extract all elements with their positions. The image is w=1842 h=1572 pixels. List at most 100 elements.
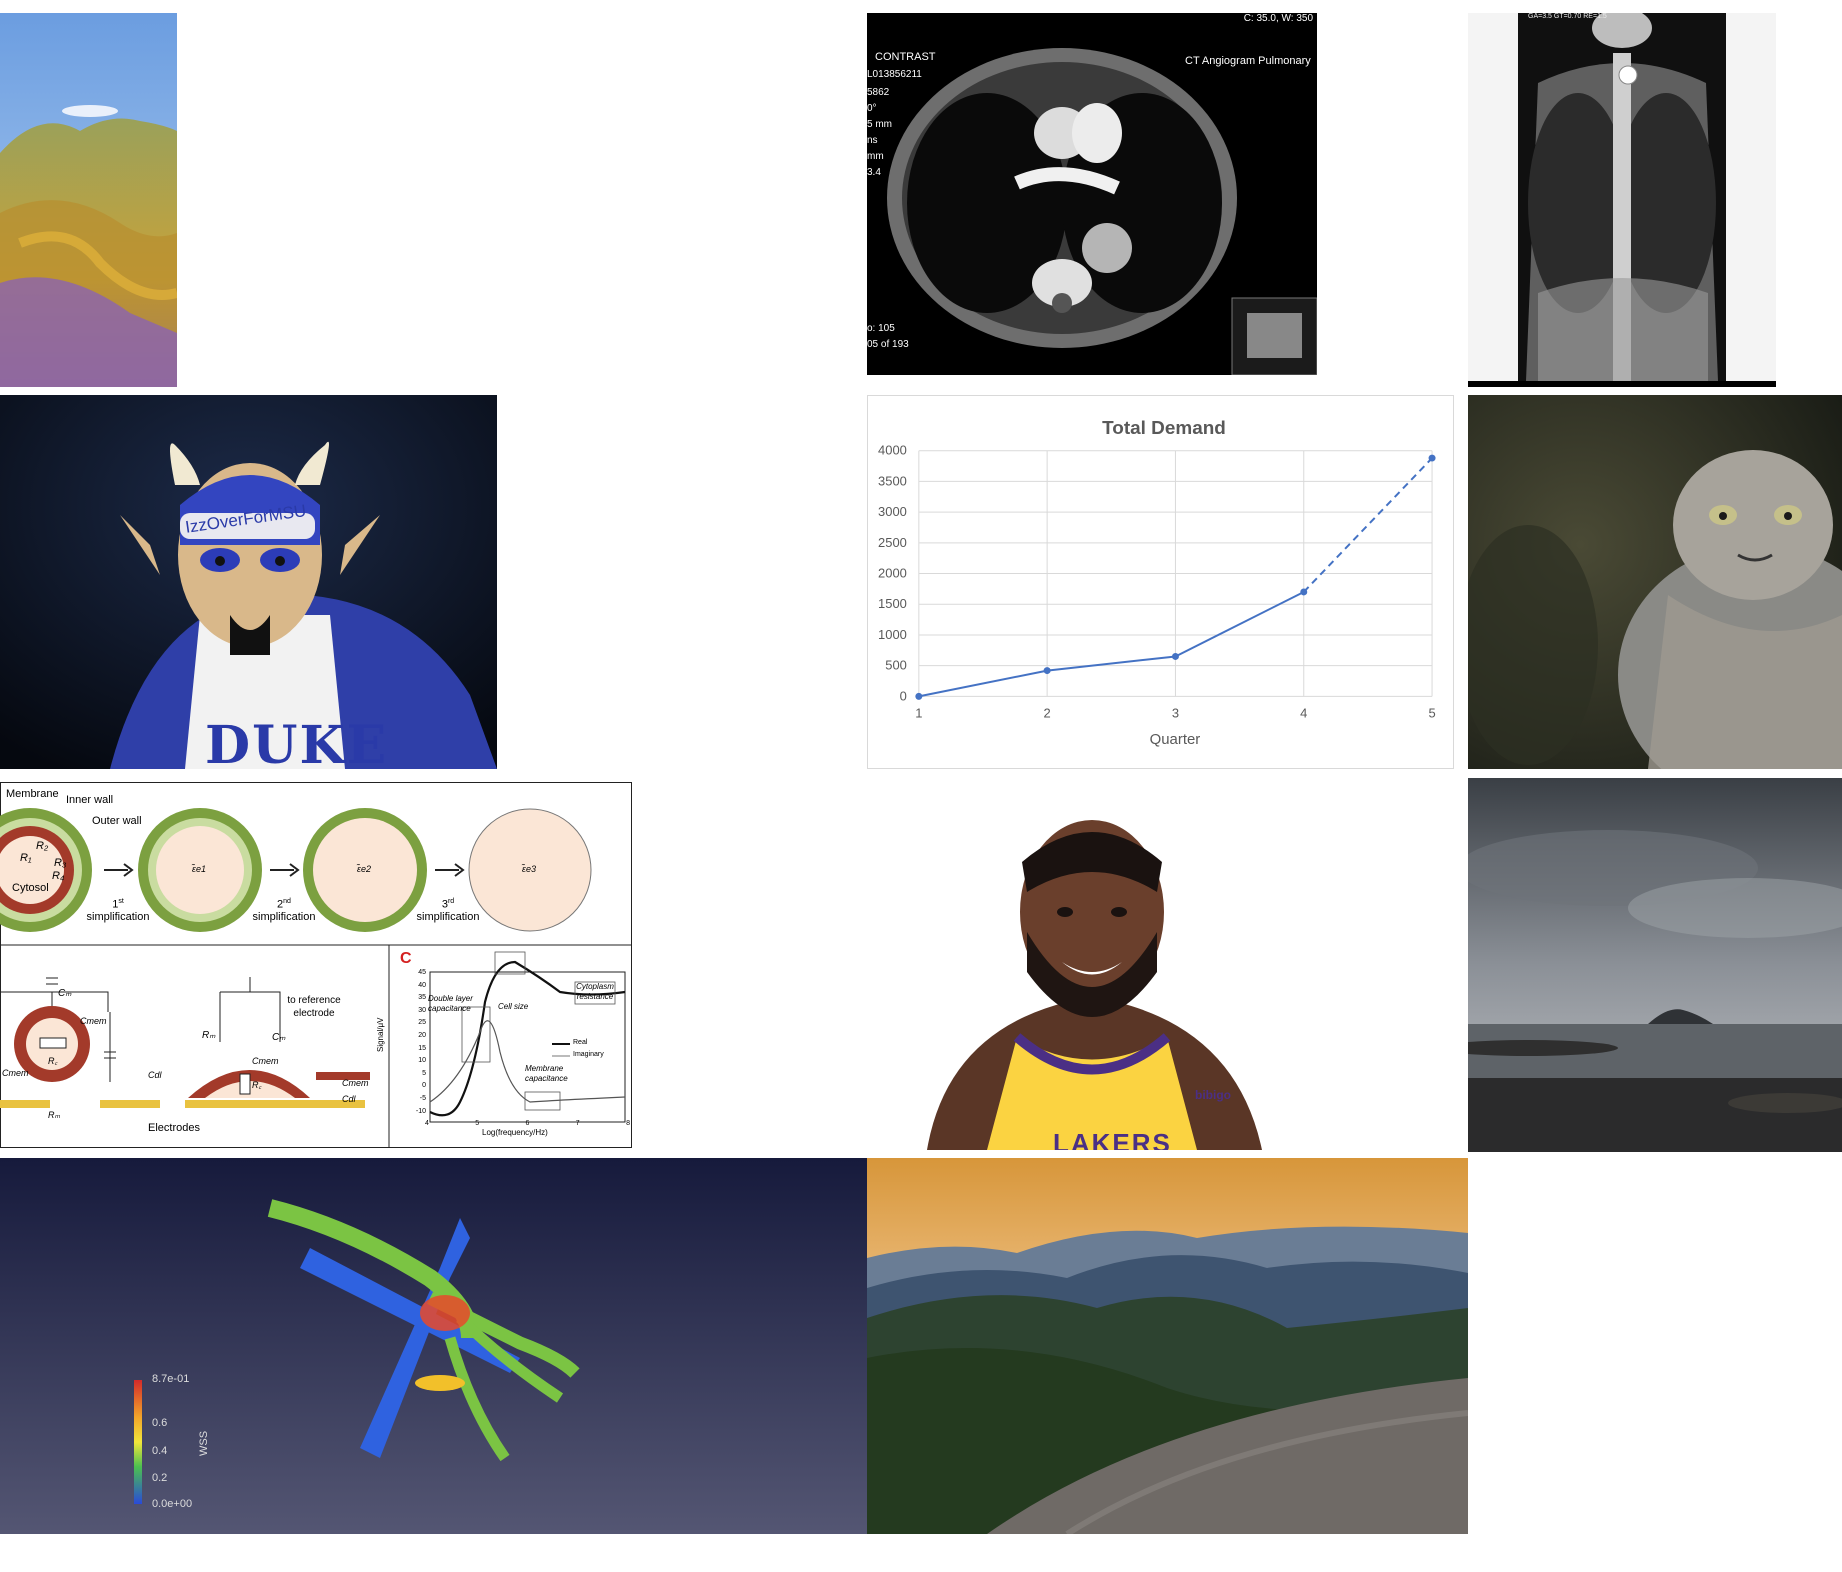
y-tick: -5 <box>419 1094 426 1102</box>
label-inner-wall: Inner wall <box>66 794 114 806</box>
ct-label: mm <box>867 151 884 162</box>
colorbar-title: WSS <box>198 1430 210 1456</box>
step-number: 3 <box>441 898 448 911</box>
y-tick: 40 <box>418 981 426 989</box>
ct-label: 5862 <box>867 87 890 98</box>
y-tick: -10 <box>415 1107 426 1115</box>
label-rm: Rₘ <box>202 1030 216 1041</box>
label-r2: R₂ <box>36 840 49 852</box>
chart-x-ticks: 1 2 3 4 5 <box>915 705 1435 720</box>
mascot-jersey-text: DUKE <box>205 715 389 769</box>
label-cytosol: Cytosol <box>12 882 49 894</box>
label-cmem: Cmem <box>342 1078 369 1088</box>
step-suffix: nd <box>283 898 291 905</box>
series-segment <box>1175 591 1305 658</box>
y-tick-label: 2500 <box>878 535 907 550</box>
legend-real: Real <box>573 1039 588 1046</box>
ct-image-count: 05 of 193 <box>867 339 909 350</box>
label-cmem: Cmem <box>80 1016 107 1026</box>
label-cmem: Cmem <box>252 1056 279 1066</box>
player-sponsor: bibigo <box>1195 1088 1231 1102</box>
label-membrane: Membrane <box>6 788 59 800</box>
chart-data-points <box>915 454 1436 700</box>
y-tick-label: 3500 <box>878 473 907 488</box>
y-tick-label: 0 <box>900 688 907 703</box>
label-r3: R₃ <box>54 857 67 869</box>
photo-pallas-cat <box>1468 395 1842 769</box>
label-outer-wall: Outer wall <box>92 815 142 827</box>
y-tick: 30 <box>418 1006 426 1014</box>
x-tick-label: 2 <box>1044 705 1051 720</box>
y-tick-label: 4000 <box>878 443 907 458</box>
label-reference-electrode: to reference electrode <box>287 995 341 1019</box>
ct-angiogram-image: C: 35.0, W: 350 CONTRAST CT Angiogram Pu… <box>867 13 1317 375</box>
cell-impedance-figure: Membrane Inner wall Outer wall Cytosol R… <box>0 782 632 1148</box>
label-r1: R₁ <box>20 852 32 864</box>
photo-duke-mascot: IzzOverForMSU DUKE <box>0 395 497 769</box>
step-text: simplification <box>416 910 480 923</box>
data-point <box>915 692 923 700</box>
legend-imaginary: Imaginary <box>573 1051 604 1058</box>
xray-header-text: GA=3.5 GT=0.70 RE=1.5 <box>1528 13 1607 20</box>
annotation-double-layer: Double layer capacitance <box>428 994 473 1013</box>
chart-x-axis-label: Quarter <box>1150 731 1201 748</box>
chest-xray-image: GA=3.5 GT=0.70 RE=1.5 <box>1468 13 1776 387</box>
ct-accession: L013856211 <box>867 69 922 80</box>
step-suffix: st <box>118 898 124 905</box>
simplification-step: 3rd simplification <box>414 898 482 923</box>
label-rc: R꜀ <box>252 1080 262 1090</box>
label-cm: Cₘ <box>272 1032 286 1043</box>
annotation-cytoplasm: Cytoplasm resistance <box>576 982 614 1001</box>
y-tick: 35 <box>418 994 426 1002</box>
x-tick: 6 <box>525 1120 530 1127</box>
ct-label: ns <box>867 135 878 146</box>
chart-gridlines <box>918 450 1433 697</box>
step-number: 2 <box>277 898 284 911</box>
y-tick: 5 <box>422 1069 426 1077</box>
chart-y-ticks: 0 500 1000 1500 2000 2500 3000 3500 4000 <box>878 443 907 704</box>
total-demand-chart: Total Demand 0 500 1000 1500 2000 2500 3000 350… <box>867 395 1454 769</box>
label-r4: R₄ <box>52 870 65 882</box>
ct-label: 5 mm <box>867 119 892 130</box>
label-rm: Rₘ <box>48 1110 61 1120</box>
ct-image-number: o: 105 <box>867 323 895 334</box>
series-segment-projected <box>1303 457 1433 593</box>
step-suffix: rd <box>447 898 455 905</box>
panel-c-x-ticks: 4 5 6 7 8 <box>425 1120 630 1127</box>
label-electrodes: Electrodes <box>148 1122 200 1134</box>
vessel-wss-render: WSS 8.7e-01 0.6 0.4 0.2 0.0e+00 <box>0 1158 867 1534</box>
step-text: simplification <box>252 910 316 923</box>
data-point <box>1428 454 1436 462</box>
colorbar-tick: 0.6 <box>152 1417 168 1429</box>
panel-c-letter: C <box>400 950 412 967</box>
photo-wildflower-hills <box>0 13 177 387</box>
eps-label: ε̃e3 <box>522 864 536 874</box>
y-tick-label: 500 <box>885 658 907 673</box>
x-tick-label: 4 <box>1300 705 1307 720</box>
label-cmem: Cmem <box>2 1068 29 1078</box>
x-tick-label: 1 <box>915 705 922 720</box>
colorbar-tick: 0.0e+00 <box>152 1498 193 1510</box>
data-point <box>1043 667 1051 675</box>
colorbar-tick: 0.2 <box>152 1472 168 1484</box>
y-tick-label: 1500 <box>878 596 907 611</box>
x-tick: 7 <box>575 1120 580 1127</box>
photo-coastal-seascape <box>1468 778 1842 1152</box>
x-tick-label: 3 <box>1172 705 1179 720</box>
ct-label: 3.4 <box>867 167 881 178</box>
panel-c-y-axis-label: Signal/μV <box>376 1017 385 1052</box>
simplification-step: 2nd simplification <box>250 898 318 923</box>
y-tick: 15 <box>418 1044 426 1052</box>
chart-title: Total Demand <box>1102 418 1226 439</box>
panel-c-y-ticks: 45 40 35 30 25 20 15 10 5 0 -5 -10 <box>410 967 426 1118</box>
eps-label: ε̃e1 <box>192 864 206 874</box>
data-point <box>1171 652 1179 660</box>
y-tick: 10 <box>418 1057 426 1065</box>
y-tick: 45 <box>418 969 426 976</box>
step-text: simplification <box>86 910 150 923</box>
colorbar-tick: 8.7e-01 <box>152 1373 190 1385</box>
label-cdl: Cdl <box>148 1070 162 1080</box>
y-tick: 0 <box>422 1082 426 1090</box>
y-tick: 25 <box>418 1019 426 1027</box>
x-tick: 8 <box>626 1120 630 1127</box>
